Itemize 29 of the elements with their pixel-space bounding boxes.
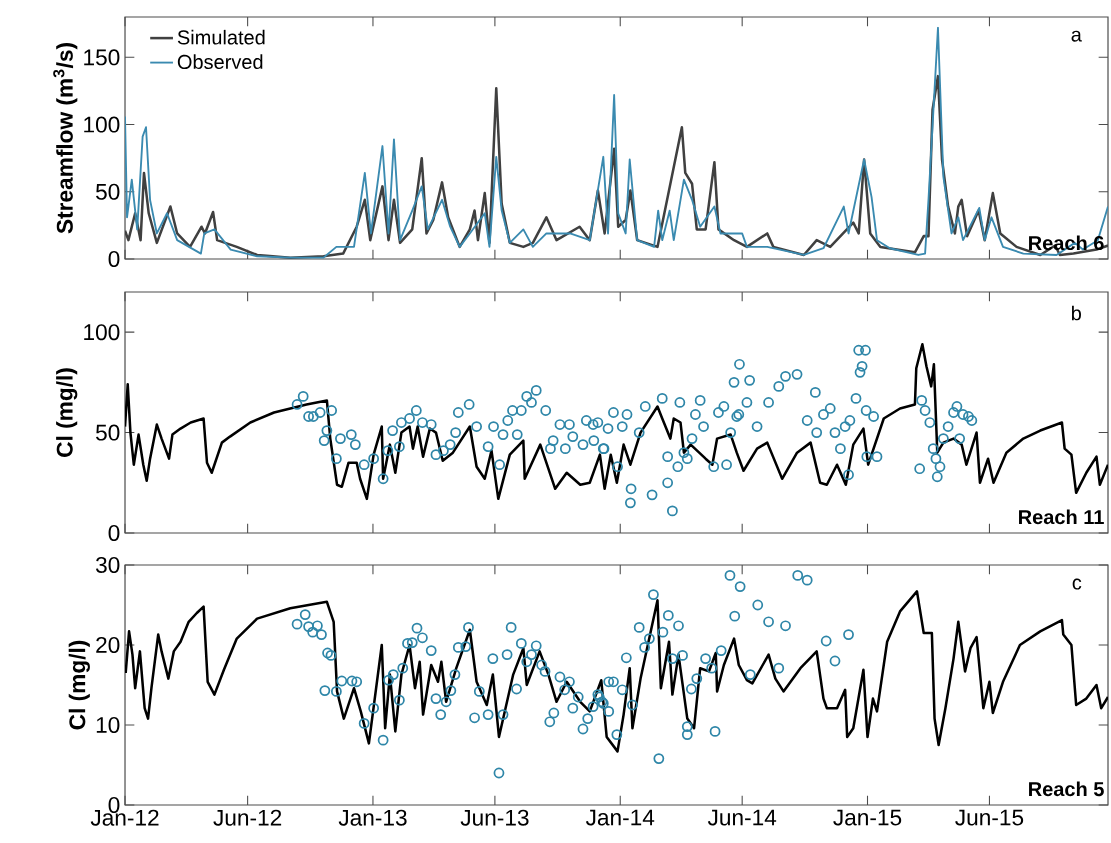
y-tick-label: 100 (84, 116, 120, 133)
x-tick-label: Jun-15 (955, 809, 1024, 826)
y-tick-label: 10 (96, 716, 120, 734)
x-tick-label: Jan-13 (338, 809, 407, 826)
legend-label: Simulated (177, 29, 265, 45)
y-tick-label: 20 (96, 636, 120, 654)
y-tick-label: 0 (108, 524, 120, 542)
y-tick-label: 50 (95, 424, 120, 441)
line-series (125, 342, 1108, 501)
x-tick-label: Jan-15 (833, 809, 902, 826)
x-tick-label: Jun-13 (460, 809, 529, 826)
x-tick-label: Jun-12 (213, 809, 282, 826)
annotation: Reach 5 (1029, 781, 1104, 797)
y-tick-label: 50 (95, 183, 120, 200)
line-series (125, 590, 1108, 753)
y-tick-label: 150 (84, 49, 120, 66)
annotation: Reach 11 (1019, 509, 1104, 525)
y-tick-label: 0 (108, 250, 120, 268)
y-tick-label: 30 (95, 556, 120, 574)
x-tick-label: Jun-14 (707, 809, 777, 826)
y-axis-title: Cl (mg/l) (56, 368, 78, 457)
y-axis-title: Streamflow (m$^{3}$/s) (53, 43, 78, 234)
legend-label: Observed (177, 54, 263, 70)
x-tick-label: Jan-14 (585, 809, 655, 826)
annotation: c (1072, 578, 1082, 590)
y-tick-label: 100 (84, 324, 120, 341)
y-axis-title: Cl (mg/l) (68, 640, 90, 730)
annotation: b (1072, 305, 1081, 321)
annotation: a (1071, 30, 1082, 42)
